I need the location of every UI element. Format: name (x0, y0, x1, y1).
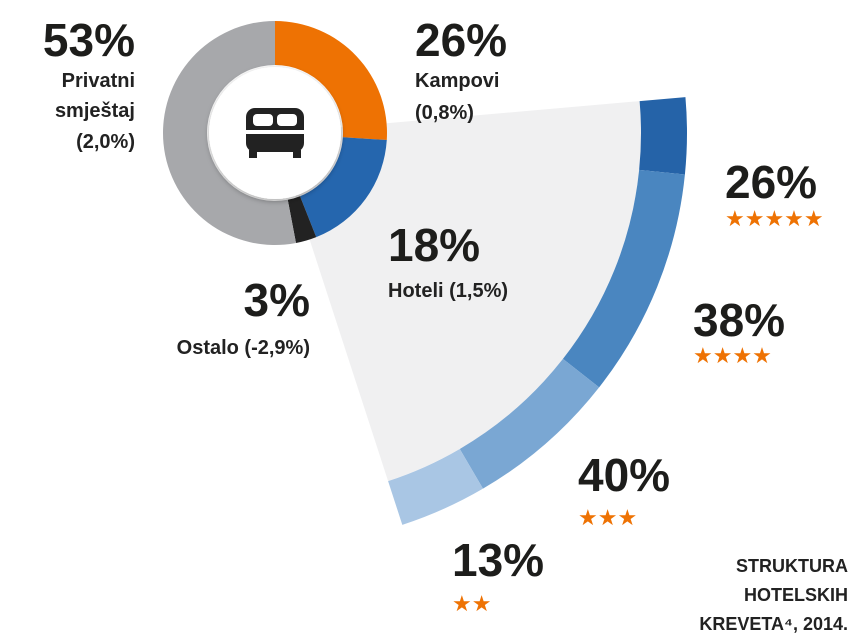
category-label: (2,0%) (76, 131, 135, 153)
stars: ★★★★ (693, 343, 772, 368)
stars: ★★ (452, 591, 491, 616)
fan-segment (459, 358, 600, 489)
bed-leg (249, 150, 257, 158)
category-label: Ostalo (-2,9%) (177, 337, 310, 359)
fan-segment (388, 448, 483, 525)
fan-segment (562, 169, 685, 388)
value-label: 13% (452, 534, 544, 586)
category-label: Hoteli (1,5%) (388, 280, 508, 302)
chart-title: HOTELSKIH (744, 585, 848, 605)
value-label: 18% (388, 219, 480, 271)
donut-segment (163, 21, 296, 245)
bed-leg (293, 150, 301, 158)
donut (163, 21, 387, 245)
value-label: 26% (415, 14, 507, 66)
bed-icon (209, 67, 341, 199)
value-label: 38% (693, 294, 785, 346)
donut-segment (287, 196, 317, 244)
stars: ★★★ (578, 505, 637, 530)
category-label: Kampovi (415, 70, 499, 92)
value-label: 3% (244, 274, 310, 326)
labels: 26% Kampovi (0,8%) 18% Hoteli (1,5%) 3% Ostalo… (43, 14, 848, 634)
category-label: smještaj (55, 100, 135, 122)
value-label: 26% (725, 156, 817, 208)
value-label: 53% (43, 14, 135, 66)
donut-segment (275, 21, 387, 141)
category-label: (0,8%) (415, 102, 474, 124)
chart-title: STRUKTURA (736, 556, 848, 576)
donut-segment (300, 137, 387, 238)
bed-line (246, 130, 304, 134)
pillow (277, 114, 297, 126)
value-label: 40% (578, 449, 670, 501)
chart-title: KREVETA⁴, 2014. (699, 614, 848, 634)
pillow (253, 114, 273, 126)
stars: ★★★★★ (725, 206, 824, 231)
category-label: Privatni (62, 70, 135, 92)
fan-segment (639, 97, 687, 175)
